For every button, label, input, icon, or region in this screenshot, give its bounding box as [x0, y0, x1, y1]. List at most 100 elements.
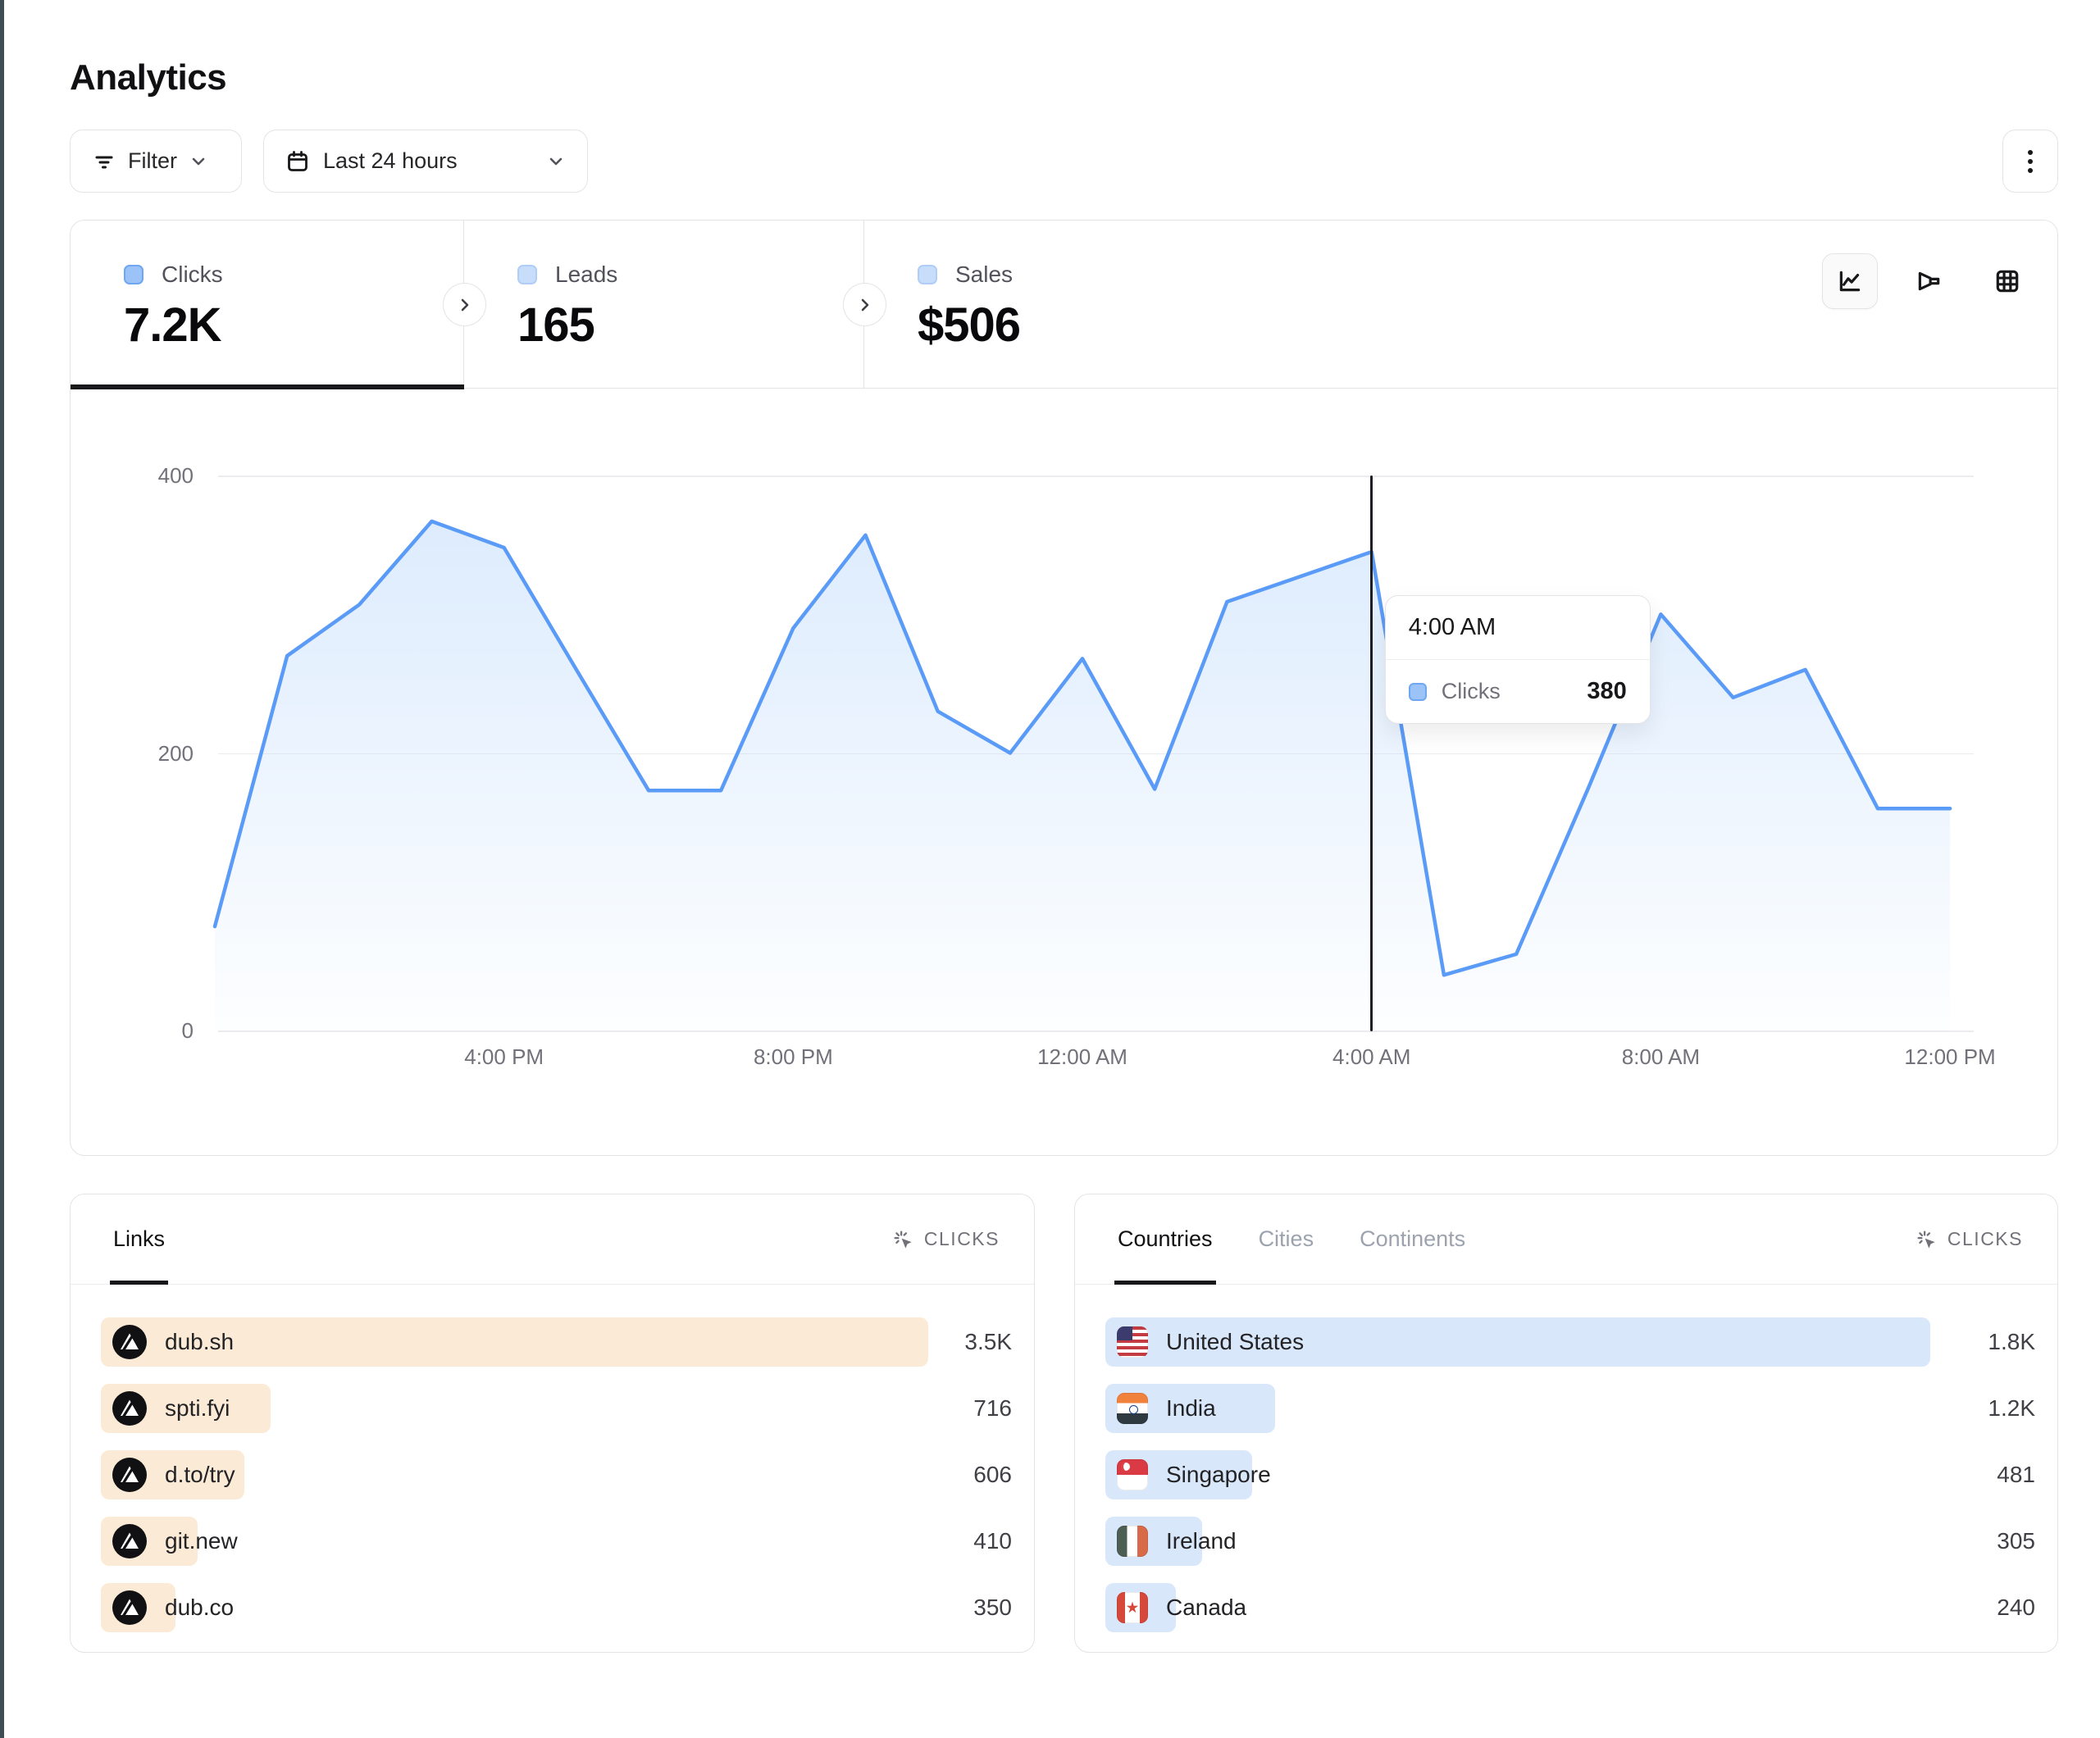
x-axis-label: 12:00 AM: [1037, 1044, 1127, 1069]
row-value: 1.8K: [1988, 1329, 2035, 1354]
row-value: 481: [1997, 1462, 2035, 1487]
row-label: d.to/try: [165, 1462, 235, 1487]
filter-button[interactable]: Filter: [70, 130, 242, 193]
countries-panel-header: Countries Cities Continents CLICKS: [1075, 1194, 2057, 1285]
country-row[interactable]: Ireland 305: [1105, 1517, 2035, 1566]
link-row[interactable]: git.new 410: [101, 1517, 1012, 1566]
country-row[interactable]: Canada 240: [1105, 1583, 2035, 1632]
row-label: git.new: [165, 1528, 238, 1554]
row-value: 1.2K: [1988, 1395, 2035, 1421]
tooltip-time: 4:00 AM: [1385, 596, 1650, 660]
active-tab-underline: [71, 384, 464, 389]
expand-clicks-chevron-button[interactable]: [443, 283, 486, 326]
more-options-button[interactable]: [2002, 130, 2058, 193]
dub-logo-icon: [112, 1590, 147, 1625]
funnel-icon: [1915, 267, 1943, 295]
row-label: Ireland: [1166, 1528, 1237, 1554]
row-value: 350: [973, 1595, 1012, 1620]
links-metric[interactable]: CLICKS: [891, 1228, 1000, 1251]
row-label: dub.co: [165, 1595, 235, 1620]
y-axis-label: 200: [157, 740, 194, 766]
stat-tab-sales[interactable]: Sales $506: [864, 221, 1021, 388]
stats-tabs-row: Clicks 7.2K Leads 165 Sales $506: [71, 221, 2057, 389]
link-row[interactable]: dub.co 350: [101, 1583, 1012, 1632]
stat-label: Leads: [555, 262, 618, 287]
line-chart-icon: [1836, 267, 1864, 295]
row-value: 716: [973, 1395, 1012, 1421]
country-row[interactable]: Singapore 481: [1105, 1450, 2035, 1499]
x-axis-label: 4:00 AM: [1332, 1044, 1411, 1069]
left-accent-strip: [0, 0, 4, 1738]
row-value: 3.5K: [964, 1329, 1012, 1354]
clicks-time-series-chart[interactable]: 0 200 400 4:00 PM 8:00 PM 12:00 AM 4:00 AM 8:0…: [71, 389, 2057, 1154]
stat-tab-clicks[interactable]: Clicks 7.2K: [71, 221, 464, 388]
link-row[interactable]: spti.fyi 716: [101, 1384, 1012, 1433]
x-axis-label: 12:00 PM: [1904, 1044, 1996, 1069]
vertical-ellipsis-icon: [2020, 148, 2041, 175]
tab-links[interactable]: Links: [109, 1194, 169, 1285]
cursor-click-icon: [1915, 1228, 1938, 1251]
links-panel-header: Links CLICKS: [71, 1194, 1034, 1285]
dub-logo-icon: [112, 1458, 147, 1492]
stat-value: 165: [517, 298, 595, 352]
page-title: Analytics: [70, 57, 227, 98]
filter-icon: [92, 149, 116, 174]
country-row[interactable]: India 1.2K: [1105, 1384, 2035, 1433]
row-label: India: [1166, 1395, 1216, 1421]
stat-value: $506: [918, 298, 1021, 352]
chevron-down-icon: [189, 152, 208, 171]
row-value: 410: [973, 1528, 1012, 1554]
dub-logo-icon: [112, 1325, 147, 1359]
tab-continents[interactable]: Continents: [1360, 1226, 1466, 1251]
row-bar: [1105, 1317, 1930, 1367]
x-axis-label: 8:00 PM: [753, 1044, 833, 1069]
row-label: Canada: [1166, 1595, 1247, 1620]
countries-metric[interactable]: CLICKS: [1915, 1228, 2023, 1251]
row-label: Singapore: [1166, 1462, 1271, 1487]
date-range-label: Last 24 hours: [323, 148, 458, 173]
link-row[interactable]: d.to/try 606: [101, 1450, 1012, 1499]
countries-metric-label: CLICKS: [1947, 1228, 2023, 1249]
stat-tab-leads[interactable]: Leads 165: [464, 221, 864, 388]
x-axis-label: 4:00 PM: [464, 1044, 544, 1069]
link-row[interactable]: dub.sh 3.5K: [101, 1317, 1012, 1367]
row-label: spti.fyi: [165, 1395, 230, 1421]
sg-flag-icon: [1117, 1459, 1148, 1490]
y-axis-label: 0: [181, 1018, 194, 1043]
stat-label: Clicks: [162, 262, 223, 287]
date-range-button[interactable]: Last 24 hours: [263, 130, 588, 193]
links-metric-label: CLICKS: [923, 1228, 1000, 1249]
series-marker-icon: [124, 265, 143, 284]
funnel-view-toggle-button[interactable]: [1901, 253, 1957, 309]
tooltip-series-label: Clicks: [1441, 679, 1501, 703]
line-chart-toggle-button[interactable]: [1822, 253, 1878, 309]
tab-countries[interactable]: Countries: [1114, 1194, 1216, 1285]
stat-label: Sales: [955, 262, 1014, 287]
table-view-toggle-button[interactable]: [1979, 253, 2035, 309]
series-marker-icon: [517, 265, 537, 284]
chevron-down-icon: [546, 152, 566, 171]
gridline: [218, 475, 1974, 477]
expand-leads-chevron-button[interactable]: [843, 283, 886, 326]
breakdown-panels: Links CLICKS dub.sh 3.5K spti.fyi 716 d.to/t…: [70, 1194, 2058, 1653]
chart-tooltip: 4:00 AM Clicks 380: [1384, 595, 1651, 724]
dub-logo-icon: [112, 1524, 147, 1558]
country-row[interactable]: United States 1.8K: [1105, 1317, 2035, 1367]
tab-cities[interactable]: Cities: [1258, 1226, 1314, 1251]
y-axis-label: 400: [157, 463, 194, 488]
ie-flag-icon: [1117, 1526, 1148, 1557]
in-flag-icon: [1117, 1393, 1148, 1424]
row-value: 305: [1997, 1528, 2035, 1554]
series-marker-icon: [918, 265, 937, 284]
gridline: [218, 1031, 1974, 1032]
analytics-card: Clicks 7.2K Leads 165 Sales $506: [70, 220, 2058, 1156]
x-axis-label: 8:00 AM: [1621, 1044, 1701, 1069]
countries-panel: Countries Cities Continents CLICKS United …: [1074, 1194, 2058, 1653]
chart-crosshair: [1370, 475, 1373, 1031]
stat-value: 7.2K: [124, 298, 222, 352]
dub-logo-icon: [112, 1391, 147, 1426]
calendar-icon: [285, 149, 310, 174]
us-flag-icon: [1117, 1326, 1148, 1358]
chart-type-toggle-group: [1822, 253, 2035, 309]
